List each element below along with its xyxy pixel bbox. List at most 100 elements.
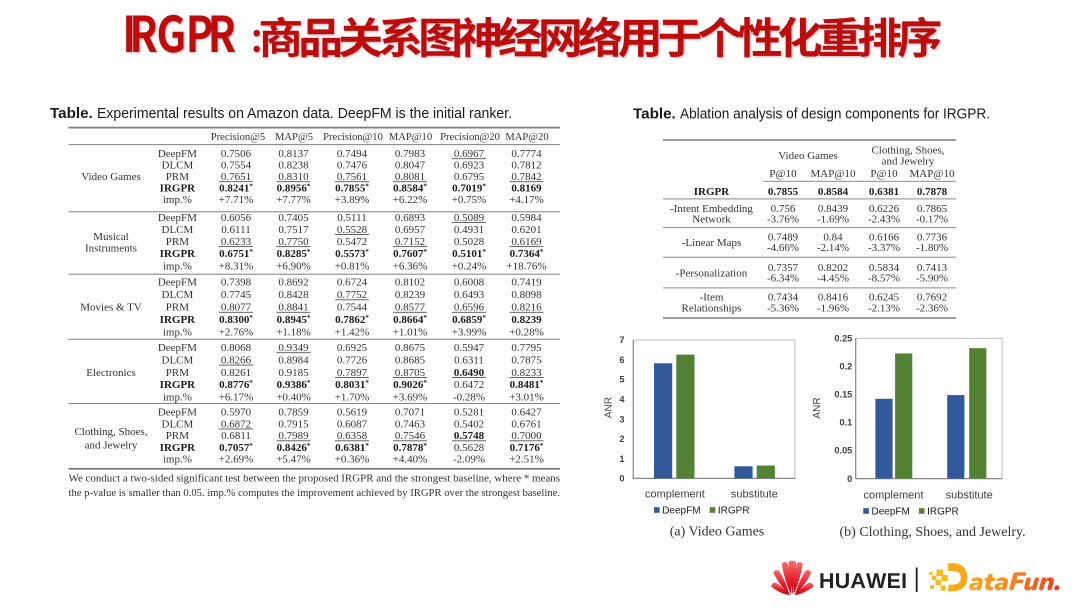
svg-text:+0.28%: +0.28% — [509, 327, 544, 339]
svg-text:0.7546: 0.7546 — [395, 430, 426, 442]
svg-text:2: 2 — [619, 434, 624, 444]
svg-text:+0.81%: +0.81% — [335, 261, 370, 273]
svg-text:-2.13%: -2.13% — [868, 303, 900, 315]
svg-text:0.6795: 0.6795 — [454, 171, 485, 183]
svg-text:0.8285*: 0.8285* — [277, 248, 311, 260]
svg-text:0.8416: 0.8416 — [818, 291, 849, 303]
svg-text:5: 5 — [619, 375, 624, 385]
svg-text:Video Games: Video Games — [81, 171, 141, 183]
svg-text:0.8945*: 0.8945* — [277, 314, 311, 326]
svg-text:+1.01%: +1.01% — [393, 327, 428, 339]
svg-text:0.8137: 0.8137 — [278, 148, 309, 160]
svg-text:-6.34%: -6.34% — [767, 273, 799, 285]
svg-text:-3.76%: -3.76% — [767, 214, 799, 226]
svg-text:0.6111: 0.6111 — [221, 224, 250, 236]
svg-text:0.7915: 0.7915 — [278, 418, 309, 430]
svg-text:+4.40%: +4.40% — [393, 454, 428, 466]
svg-text:0.8202: 0.8202 — [818, 262, 848, 274]
svg-text:0.6490: 0.6490 — [454, 367, 485, 379]
svg-text:MAP@20: MAP@20 — [505, 132, 548, 143]
svg-text:0.6008: 0.6008 — [454, 277, 485, 289]
svg-text:0.7878*: 0.7878* — [393, 442, 427, 454]
svg-text:0.7795: 0.7795 — [511, 342, 542, 354]
svg-text:0.8584*: 0.8584* — [393, 182, 427, 194]
svg-text:DeepFM: DeepFM — [158, 277, 197, 289]
svg-text:+3.69%: +3.69% — [393, 392, 428, 404]
svg-text:0.7897: 0.7897 — [337, 367, 368, 379]
svg-text:Video Games: Video Games — [778, 150, 838, 162]
svg-text:P@10: P@10 — [769, 168, 797, 180]
svg-text:0.8584: 0.8584 — [818, 186, 849, 198]
svg-text:0.7726: 0.7726 — [337, 354, 368, 366]
svg-text:MAP@5: MAP@5 — [275, 132, 313, 143]
svg-text:+3.89%: +3.89% — [335, 194, 370, 206]
svg-text:0.6087: 0.6087 — [337, 418, 368, 430]
svg-text:0.7859: 0.7859 — [278, 407, 309, 419]
svg-text:(b) Clothing, Shoes, and Jewel: (b) Clothing, Shoes, and Jewelry. — [840, 525, 1026, 540]
svg-text:+2.76%: +2.76% — [219, 327, 254, 339]
svg-text:+1.42%: +1.42% — [335, 327, 370, 339]
svg-text:IRGPR: IRGPR — [160, 248, 197, 260]
svg-text:0.05: 0.05 — [834, 446, 852, 456]
svg-text:0.7750: 0.7750 — [278, 236, 309, 248]
svg-text:-5.90%: -5.90% — [916, 273, 948, 285]
svg-text:+6.90%: +6.90% — [276, 261, 311, 273]
svg-text:4: 4 — [619, 395, 625, 405]
svg-text:0.25: 0.25 — [834, 334, 852, 344]
svg-text:0.7517: 0.7517 — [278, 224, 309, 236]
svg-text:-0.17%: -0.17% — [916, 214, 948, 226]
svg-text:0.6166: 0.6166 — [869, 232, 900, 244]
svg-text:0.7878: 0.7878 — [917, 186, 948, 198]
svg-text:0.8241*: 0.8241* — [219, 182, 253, 194]
svg-text:+3.01%: +3.01% — [509, 392, 544, 404]
svg-text:+7.71%: +7.71% — [219, 194, 254, 206]
svg-text:Table.: Table. — [50, 105, 93, 122]
svg-text:0.6493: 0.6493 — [454, 289, 485, 301]
svg-text:and Jewelry: and Jewelry — [85, 439, 138, 451]
svg-text:0.6233: 0.6233 — [221, 236, 252, 248]
svg-text:-4.45%: -4.45% — [817, 273, 849, 285]
svg-text:0.5984: 0.5984 — [511, 212, 542, 224]
svg-text:-2.36%: -2.36% — [916, 303, 948, 315]
svg-text:0.5834: 0.5834 — [869, 262, 900, 274]
svg-text:0.7152: 0.7152 — [395, 236, 425, 248]
svg-text:+3.99%: +3.99% — [452, 327, 487, 339]
svg-text:0.7983: 0.7983 — [395, 148, 426, 160]
svg-text:and Jewelry: and Jewelry — [882, 155, 935, 167]
svg-text:+1.18%: +1.18% — [276, 327, 311, 339]
svg-text:0.8956*: 0.8956* — [277, 182, 311, 194]
svg-text:substitute: substitute — [731, 489, 778, 501]
svg-text:IRGPR: IRGPR — [160, 314, 197, 326]
svg-text:0.7842: 0.7842 — [511, 171, 541, 183]
svg-text:0.9026*: 0.9026* — [393, 379, 427, 391]
svg-text:0.7434: 0.7434 — [768, 291, 799, 303]
svg-text:-3.37%: -3.37% — [868, 242, 900, 254]
svg-text:0.8685: 0.8685 — [395, 354, 426, 366]
svg-text:0.8216: 0.8216 — [511, 302, 542, 314]
svg-text:0.8169: 0.8169 — [511, 182, 542, 194]
svg-text:0.6724: 0.6724 — [337, 277, 368, 289]
svg-text:DeepFM: DeepFM — [158, 148, 197, 160]
svg-text:-2.09%: -2.09% — [453, 454, 485, 466]
svg-text:0.6761: 0.6761 — [511, 418, 541, 430]
svg-text:0.8428: 0.8428 — [278, 289, 309, 301]
svg-text:0.8068: 0.8068 — [221, 342, 252, 354]
svg-text:DeepFM: DeepFM — [158, 342, 197, 354]
svg-text:Precision@5: Precision@5 — [211, 132, 265, 143]
svg-text:0.7651: 0.7651 — [221, 171, 251, 183]
svg-text:0.7561: 0.7561 — [337, 171, 367, 183]
svg-text:0.5573*: 0.5573* — [335, 248, 369, 260]
svg-text:DLCM: DLCM — [162, 418, 194, 430]
svg-text:+6.36%: +6.36% — [393, 261, 428, 273]
svg-text:0.6056: 0.6056 — [221, 212, 252, 224]
svg-text:-Intent Embedding: -Intent Embedding — [670, 203, 753, 215]
svg-text:0.6169: 0.6169 — [511, 236, 542, 248]
svg-text:Instruments: Instruments — [85, 242, 137, 254]
svg-text:+5.47%: +5.47% — [276, 454, 311, 466]
svg-text:the p-value is smaller than 0.: the p-value is smaller than 0.05. imp.% … — [69, 488, 561, 499]
svg-text:6: 6 — [619, 355, 624, 365]
svg-text:imp.%: imp.% — [163, 454, 192, 466]
svg-text:0: 0 — [619, 474, 624, 484]
svg-text:PRM: PRM — [166, 430, 189, 442]
svg-text:0.6811: 0.6811 — [221, 430, 251, 442]
